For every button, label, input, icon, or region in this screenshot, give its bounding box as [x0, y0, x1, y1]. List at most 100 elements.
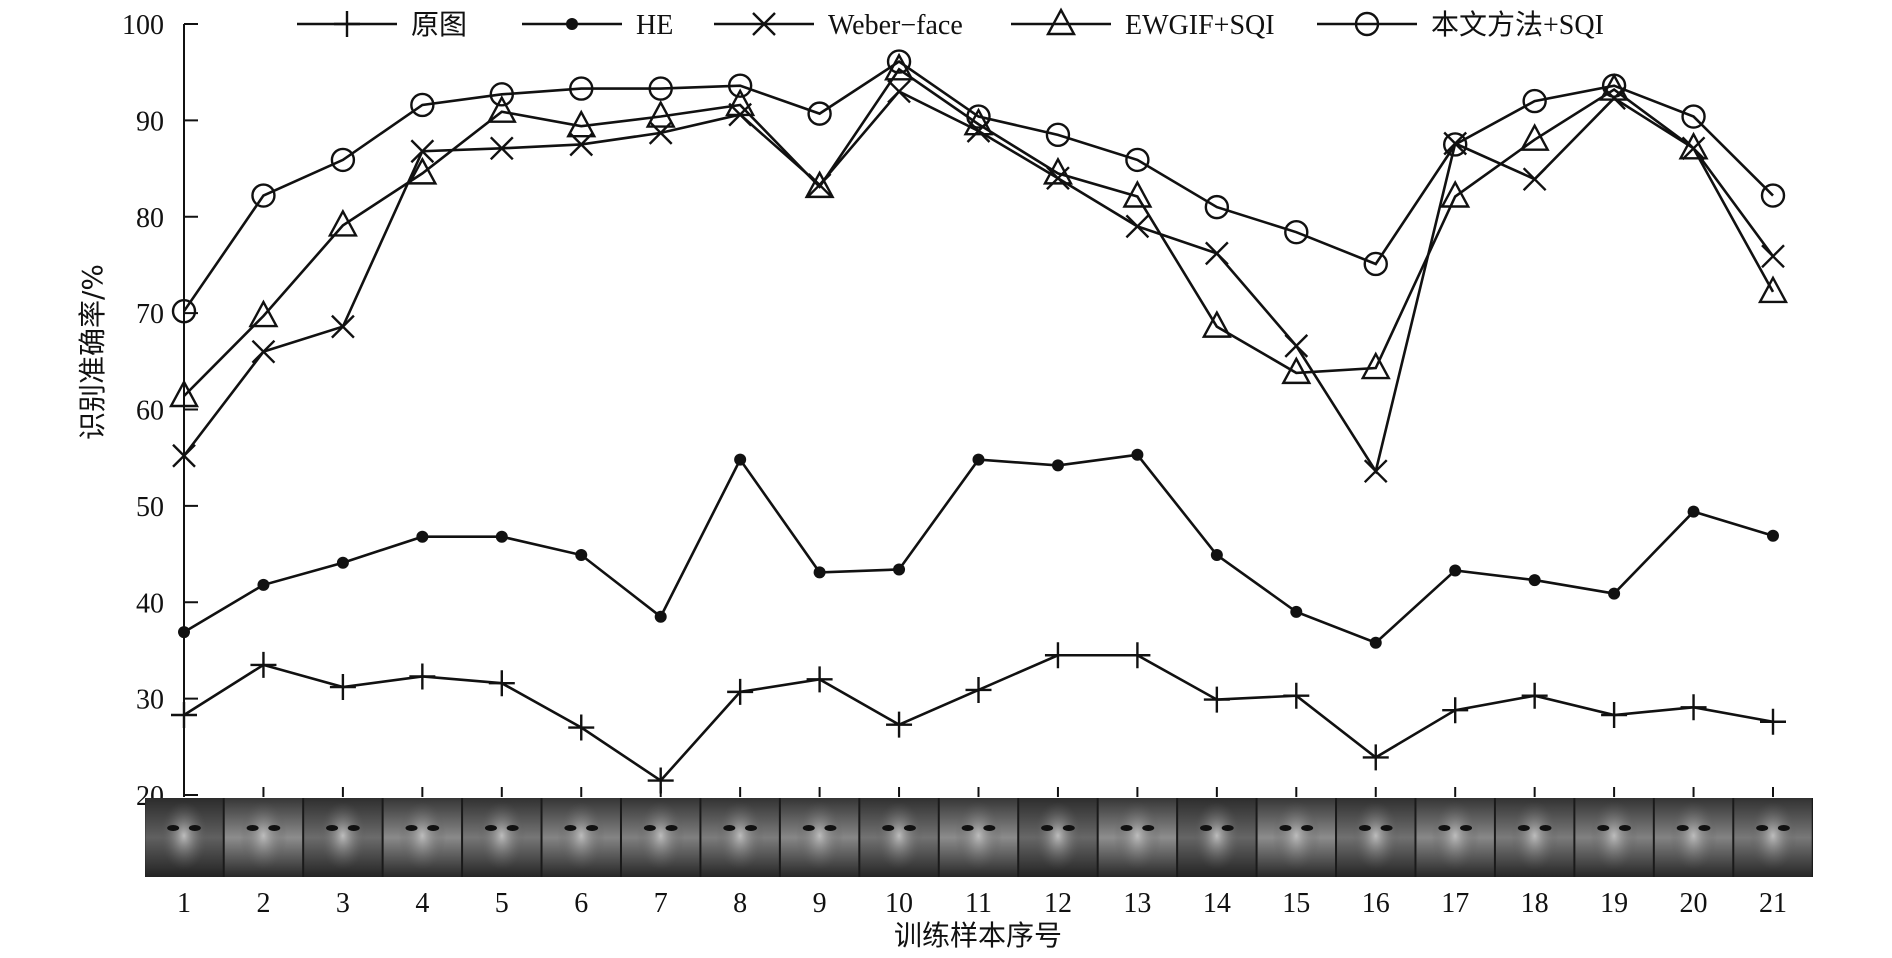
circle-marker [330, 147, 356, 173]
face-eye [1142, 825, 1155, 831]
plus-marker [965, 676, 992, 703]
circle-marker [1522, 88, 1547, 114]
cross-marker [1284, 334, 1309, 358]
circle-marker [1601, 73, 1627, 98]
plus-marker [647, 767, 674, 794]
face-eye [744, 825, 757, 831]
face-thumbnail [304, 798, 382, 878]
face-eye [506, 825, 519, 831]
legend: 原图 HE Weber−face EWGIF+SQI 本文方法+SQI [297, 7, 1604, 41]
face-thumbnail [383, 798, 462, 878]
legend-item: EWGIF+SQI [1011, 7, 1275, 41]
legend-item: 原图 [297, 10, 467, 41]
series-triangle [168, 52, 1789, 408]
face-thumbnail [1734, 798, 1812, 878]
face-shape [1508, 801, 1561, 878]
face-eye [564, 825, 577, 831]
circle-marker [171, 298, 197, 324]
face-thumbnail [939, 798, 1018, 878]
series-line [182, 60, 1774, 312]
face-eye [405, 825, 418, 831]
plus-marker [488, 670, 515, 697]
cross-marker [887, 79, 911, 104]
plus-marker [334, 11, 360, 37]
cross-marker [1125, 214, 1150, 239]
x-tick-label: 11 [965, 888, 992, 919]
circle-marker [1760, 183, 1786, 208]
circle-marker [1284, 219, 1309, 245]
triangle-marker [1678, 131, 1709, 160]
x-axis-label: 训练样本序号 [894, 919, 1062, 952]
plus-marker [409, 663, 436, 690]
plus-marker [1521, 682, 1548, 709]
face-shape [1269, 801, 1323, 878]
face-eye [1221, 825, 1234, 831]
y-tick-label: 40 [136, 588, 164, 619]
face-eye [586, 825, 599, 831]
x-tick-label: 14 [1203, 888, 1231, 919]
face-eye [1698, 825, 1711, 831]
face-shape [157, 801, 211, 878]
triangle-marker [1042, 156, 1073, 185]
y-tick-label: 80 [136, 203, 164, 234]
circle-marker [966, 104, 991, 129]
x-tick-label: 21 [1759, 888, 1787, 919]
cross-marker [410, 139, 435, 164]
face-eye [1438, 825, 1451, 831]
plus-marker [1680, 694, 1707, 721]
face-shape [396, 801, 449, 878]
legend-item: HE [522, 10, 673, 41]
dot-marker [813, 566, 826, 579]
dot-marker [893, 563, 906, 576]
circle-marker [1442, 132, 1468, 157]
face-thumbnail [1416, 798, 1494, 878]
plus-marker [250, 651, 277, 678]
triangle-marker [1360, 351, 1391, 380]
face-eye [326, 825, 339, 831]
face-thumbnail [1178, 798, 1256, 878]
face-eye [903, 825, 916, 831]
face-thumbnail [1654, 798, 1733, 878]
x-tick-label: 1 [177, 888, 191, 919]
face-thumbnail [860, 798, 938, 878]
y-tick-label: 90 [136, 106, 164, 137]
dot-marker [654, 610, 667, 623]
dot-marker [178, 626, 190, 639]
face-thumbnail [1098, 798, 1177, 878]
dot-marker [1290, 605, 1303, 618]
face-eye [268, 825, 281, 831]
cross-marker [752, 12, 776, 36]
face-eye [1380, 825, 1393, 831]
triangle-marker [1440, 179, 1471, 208]
face-shape [634, 801, 688, 878]
series-plus [171, 642, 1786, 794]
face-shape [713, 801, 767, 878]
cross-marker [489, 136, 514, 161]
triangle-marker [963, 107, 994, 136]
face-eye [802, 825, 815, 831]
face-eye [824, 825, 837, 831]
cross-marker [1363, 459, 1388, 484]
legend-label: 本文方法+SQI [1431, 9, 1604, 41]
plus-marker [1442, 697, 1469, 724]
circle-marker [1125, 147, 1150, 173]
face-thumbnail [1019, 798, 1097, 878]
face-eye [723, 825, 736, 831]
x-tick-label: 4 [415, 888, 429, 919]
face-eye [347, 825, 360, 831]
dot-marker [1528, 574, 1541, 587]
triangle-marker [804, 170, 835, 199]
dot-marker [416, 530, 429, 543]
x-tick-label: 10 [885, 888, 913, 919]
circle-marker [1354, 11, 1380, 37]
face-shape [1746, 801, 1800, 878]
dot-marker [734, 453, 747, 466]
dot-marker [336, 556, 349, 569]
face-thumbnail [542, 798, 620, 878]
face-eye [167, 825, 180, 831]
legend-item: 本文方法+SQI [1317, 9, 1604, 41]
circle-marker [886, 49, 912, 74]
triangle-marker [566, 109, 597, 138]
